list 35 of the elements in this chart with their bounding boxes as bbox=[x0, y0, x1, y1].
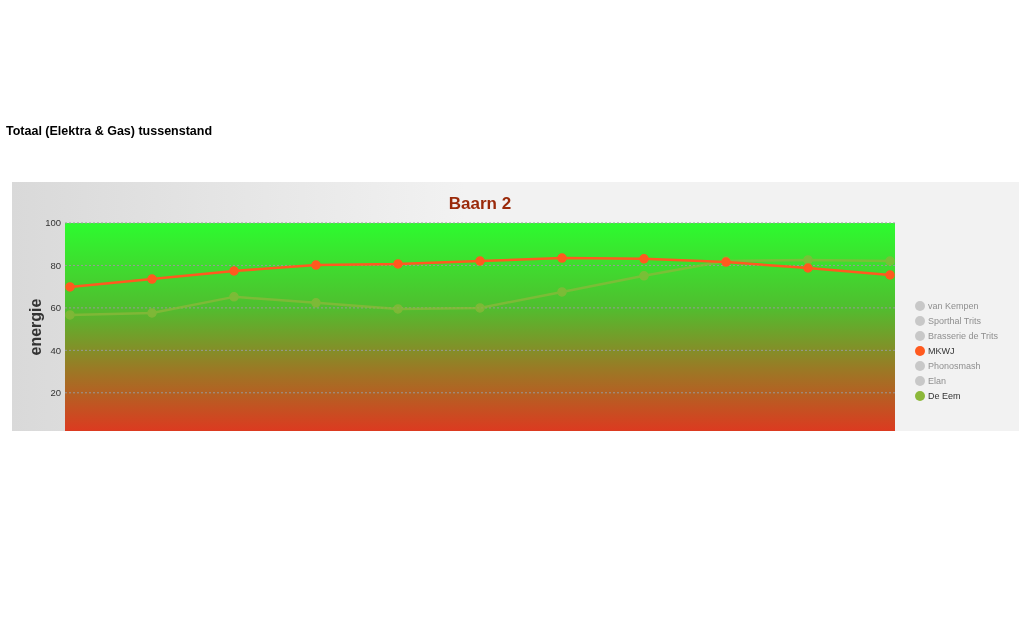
point bbox=[803, 263, 813, 273]
point bbox=[557, 287, 567, 297]
y-tick-label: 40 bbox=[50, 344, 61, 356]
point bbox=[393, 304, 403, 314]
point bbox=[885, 256, 895, 266]
point bbox=[393, 259, 403, 269]
legend-label: MKWJ bbox=[928, 346, 955, 357]
point bbox=[639, 271, 649, 281]
y-tick-label: 80 bbox=[50, 259, 61, 271]
point bbox=[311, 298, 321, 308]
legend-label: van Kempen bbox=[928, 301, 979, 312]
y-axis-title: energie bbox=[27, 298, 44, 356]
point bbox=[229, 266, 239, 276]
point bbox=[639, 254, 649, 264]
text: Totaal (Elektra & Gas) tussenstand bbox=[6, 124, 213, 138]
point bbox=[65, 282, 75, 292]
point bbox=[885, 270, 895, 280]
y-tick-label: 60 bbox=[50, 302, 61, 314]
legend-label: Elan bbox=[928, 376, 947, 387]
point bbox=[147, 274, 157, 284]
y-tick-label: 100 bbox=[45, 217, 61, 229]
point bbox=[229, 292, 239, 302]
point bbox=[311, 260, 321, 270]
point bbox=[475, 256, 485, 266]
legend-label: Brasserie de Trits bbox=[928, 331, 999, 342]
point bbox=[557, 253, 567, 263]
point bbox=[475, 303, 485, 313]
legend-label: Sporthal Trits bbox=[928, 316, 982, 327]
y-tick-label: 20 bbox=[50, 387, 61, 399]
point bbox=[147, 308, 157, 318]
legend-label: Phonosmash bbox=[928, 361, 981, 372]
point bbox=[65, 310, 75, 320]
point bbox=[803, 255, 813, 265]
legend-label: De Eem bbox=[928, 391, 961, 402]
chart-title: Baarn 2 bbox=[448, 194, 512, 213]
